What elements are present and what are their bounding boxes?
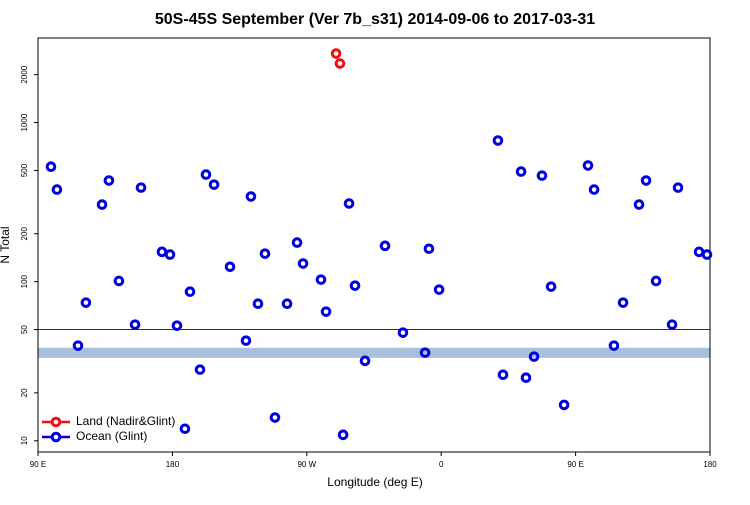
- legend-marker: [50, 431, 62, 443]
- point: [492, 135, 504, 146]
- legend-marker: [50, 416, 62, 428]
- x-tick-label: 0: [439, 460, 444, 469]
- point: [179, 423, 191, 435]
- legend-label: Land (Nadir&Glint): [76, 414, 175, 428]
- point: [171, 320, 183, 331]
- point: [259, 248, 271, 259]
- point: [103, 175, 115, 186]
- point: [224, 261, 236, 273]
- point: [51, 184, 63, 195]
- point: [515, 166, 527, 177]
- point: [379, 240, 391, 252]
- point: [349, 280, 361, 291]
- point: [184, 286, 196, 297]
- point: [497, 369, 509, 381]
- band: [38, 347, 710, 358]
- point: [208, 179, 220, 190]
- point: [330, 48, 342, 59]
- x-tick-label: 180: [166, 460, 180, 469]
- point: [297, 258, 309, 269]
- point: [320, 306, 332, 317]
- point: [72, 340, 84, 351]
- y-tick-label: 200: [20, 227, 29, 241]
- chart-title: 50S-45S September (Ver 7b_s31) 2014-09-0…: [155, 11, 595, 28]
- point: [156, 246, 168, 258]
- y-tick-label: 100: [20, 274, 29, 288]
- point: [536, 170, 548, 181]
- y-axis-label: N Total: [0, 226, 12, 263]
- point: [135, 182, 147, 193]
- y-tick-label: 20: [20, 388, 29, 397]
- point: [558, 399, 570, 411]
- point: [608, 340, 620, 351]
- point: [113, 275, 125, 287]
- point: [281, 298, 293, 309]
- point: [433, 284, 445, 295]
- point: [528, 351, 540, 362]
- point: [252, 298, 264, 309]
- point: [240, 335, 252, 346]
- point: [200, 169, 212, 180]
- x-tick-label: 180: [703, 460, 717, 469]
- point: [650, 275, 662, 287]
- x-tick-label: 90 W: [297, 460, 316, 469]
- point: [291, 237, 303, 248]
- point: [633, 199, 645, 210]
- point: [672, 182, 684, 193]
- x-tick-label: 90 E: [30, 460, 46, 469]
- y-tick-label: 500: [20, 163, 29, 177]
- point: [423, 243, 435, 255]
- point: [545, 281, 557, 292]
- point: [359, 355, 371, 367]
- point: [666, 319, 678, 330]
- point: [343, 198, 355, 209]
- point: [588, 184, 600, 195]
- y-tick-label: 1000: [20, 113, 29, 131]
- point: [315, 274, 327, 285]
- point: [334, 58, 346, 69]
- x-axis-label: Longitude (deg E): [327, 475, 422, 489]
- y-tick-label: 2000: [20, 65, 29, 83]
- point: [337, 429, 349, 441]
- point: [96, 199, 108, 210]
- point: [640, 175, 652, 186]
- point: [80, 297, 92, 308]
- point: [419, 347, 431, 358]
- x-tick-label: 90 E: [567, 460, 583, 469]
- y-tick-label: 10: [20, 436, 29, 445]
- plot-frame: [37, 37, 711, 453]
- point: [45, 161, 57, 172]
- y-tick-label: 50: [20, 325, 29, 334]
- point: [701, 249, 713, 260]
- point: [269, 412, 281, 423]
- point: [582, 160, 594, 171]
- point: [397, 327, 409, 338]
- point: [245, 191, 257, 202]
- point: [617, 297, 629, 308]
- legend-label: Ocean (Glint): [76, 429, 147, 443]
- point: [129, 319, 141, 330]
- point: [164, 249, 176, 260]
- point: [194, 364, 206, 375]
- point: [520, 372, 532, 384]
